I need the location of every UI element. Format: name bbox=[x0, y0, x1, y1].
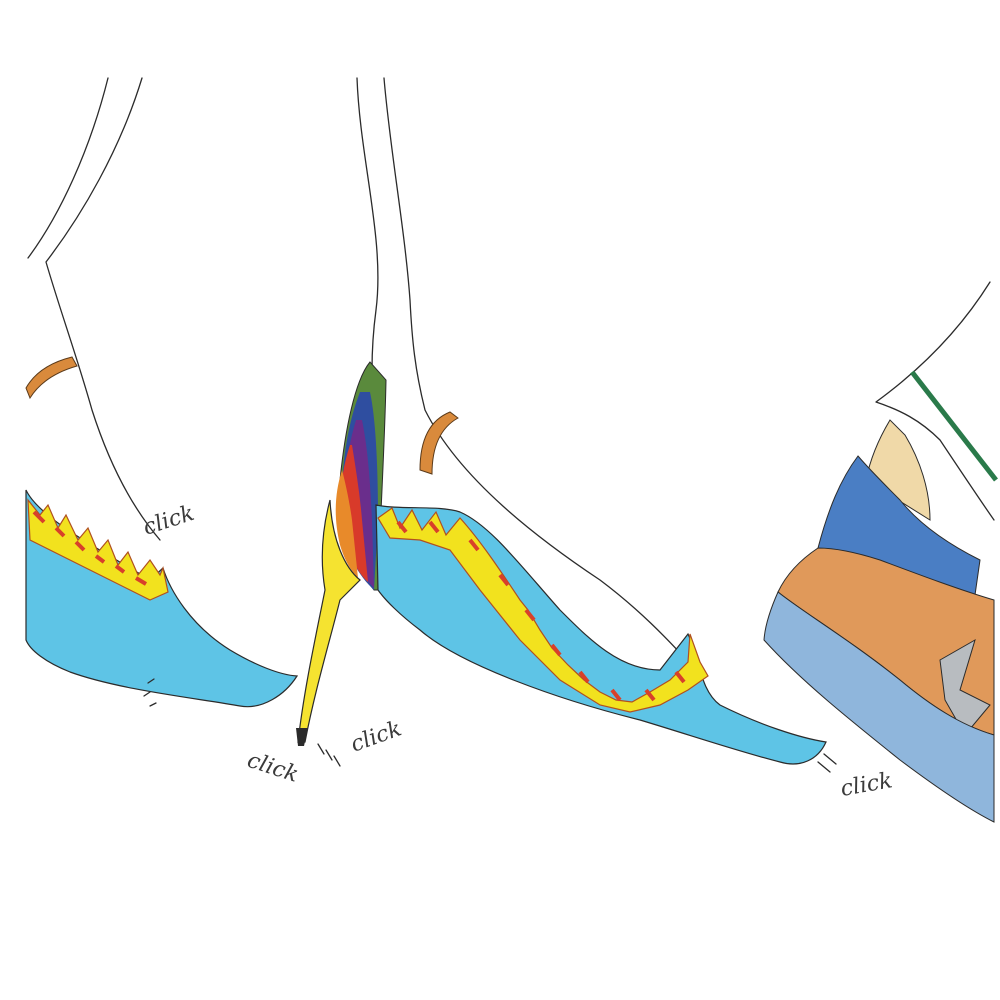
sneaker-sole bbox=[763, 591, 995, 823]
middle-shoe-trim bbox=[377, 507, 709, 713]
right-foot bbox=[763, 281, 998, 823]
sneaker-gray-panel bbox=[939, 638, 991, 736]
heel-tip bbox=[296, 728, 308, 746]
heel-red-band bbox=[340, 445, 368, 582]
middle-foot: click click click bbox=[244, 77, 895, 802]
sneaker-green-lace bbox=[910, 370, 998, 482]
click-sound-left: click bbox=[140, 501, 197, 541]
click-sound-middle: click bbox=[348, 716, 405, 757]
heel-orange-band bbox=[335, 470, 358, 578]
middle-leg-front-line bbox=[383, 77, 683, 656]
trouser-outline bbox=[875, 281, 995, 521]
sneaker-sock bbox=[865, 419, 931, 521]
middle-ankle-strap bbox=[419, 411, 459, 475]
left-foot: click bbox=[25, 77, 299, 708]
middle-shoe-trim-accents bbox=[396, 520, 686, 702]
toe-motion-marks bbox=[817, 753, 837, 773]
left-leg-back-line bbox=[27, 77, 109, 259]
stiletto-heel bbox=[297, 499, 361, 743]
click-sound-right: click bbox=[839, 768, 895, 802]
heel-motion-marks bbox=[317, 743, 341, 767]
left-shoe-trim-accents bbox=[32, 510, 148, 586]
left-motion-marks bbox=[143, 678, 157, 707]
middle-leg-back-line bbox=[356, 77, 379, 371]
left-ankle-strap bbox=[25, 356, 78, 400]
left-leg-front-line bbox=[45, 77, 161, 541]
click-sound-heel: click bbox=[244, 748, 301, 788]
